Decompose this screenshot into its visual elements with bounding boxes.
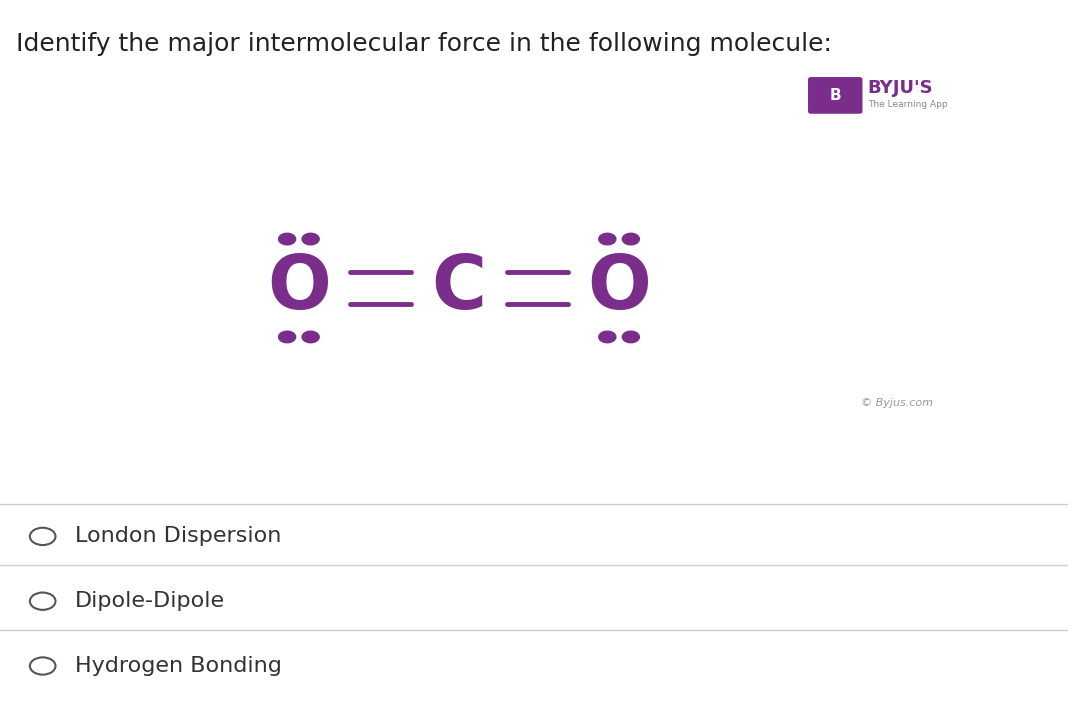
Text: C: C: [431, 251, 487, 325]
Text: BYJU'S: BYJU'S: [868, 79, 933, 97]
Circle shape: [623, 331, 640, 343]
Text: B: B: [830, 88, 842, 103]
Text: Hydrogen Bonding: Hydrogen Bonding: [75, 656, 282, 676]
Text: London Dispersion: London Dispersion: [75, 526, 281, 546]
Circle shape: [599, 233, 616, 245]
Text: O: O: [587, 251, 651, 325]
Text: Identify the major intermolecular force in the following molecule:: Identify the major intermolecular force …: [16, 32, 832, 56]
Circle shape: [302, 331, 319, 343]
Text: O: O: [267, 251, 331, 325]
Circle shape: [279, 233, 296, 245]
Text: © Byjus.com: © Byjus.com: [861, 398, 932, 408]
Text: The Learning App: The Learning App: [868, 100, 947, 109]
Circle shape: [599, 331, 616, 343]
Circle shape: [302, 233, 319, 245]
Circle shape: [623, 233, 640, 245]
Text: Dipole-Dipole: Dipole-Dipole: [75, 591, 225, 611]
FancyBboxPatch shape: [808, 77, 863, 114]
Circle shape: [279, 331, 296, 343]
